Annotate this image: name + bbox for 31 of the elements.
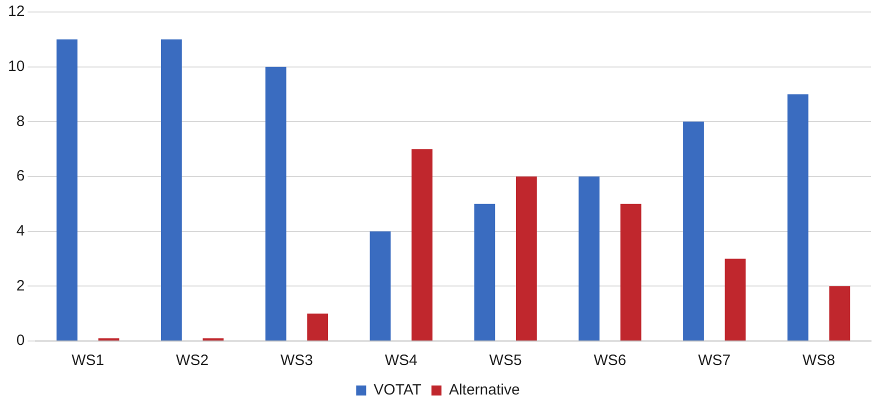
bar xyxy=(683,122,704,340)
x-tick-label: WS1 xyxy=(72,352,104,370)
y-tick-label: 8 xyxy=(16,112,25,130)
y-tick-label: 10 xyxy=(8,58,25,75)
bar xyxy=(620,204,642,340)
bar xyxy=(724,258,746,340)
bar xyxy=(412,149,432,340)
y-tick-label: 6 xyxy=(16,168,25,185)
bar xyxy=(370,231,391,340)
bar xyxy=(829,286,850,340)
y-tick-label: 12 xyxy=(8,3,25,20)
x-tick-label: WS8 xyxy=(802,352,836,370)
x-tick-label: WS4 xyxy=(384,352,418,370)
bar xyxy=(265,66,286,340)
bar xyxy=(56,39,78,340)
bar xyxy=(787,94,808,340)
bar xyxy=(474,204,496,340)
legend-label: VOTAT xyxy=(374,382,422,399)
y-tick-label: 2 xyxy=(16,277,25,294)
x-tick-label: WS5 xyxy=(489,352,522,370)
bar xyxy=(160,39,182,340)
x-tick-label: WS7 xyxy=(698,352,731,370)
x-tick-label: WS3 xyxy=(280,352,313,370)
y-tick-label: 0 xyxy=(16,332,25,350)
legend-label: Alternative xyxy=(448,382,520,399)
x-tick-label: WS2 xyxy=(176,352,209,370)
bar xyxy=(307,314,328,340)
bar xyxy=(578,176,600,340)
bar xyxy=(516,176,537,340)
y-tick-label: 4 xyxy=(16,222,25,240)
x-tick-label: WS6 xyxy=(594,352,626,370)
